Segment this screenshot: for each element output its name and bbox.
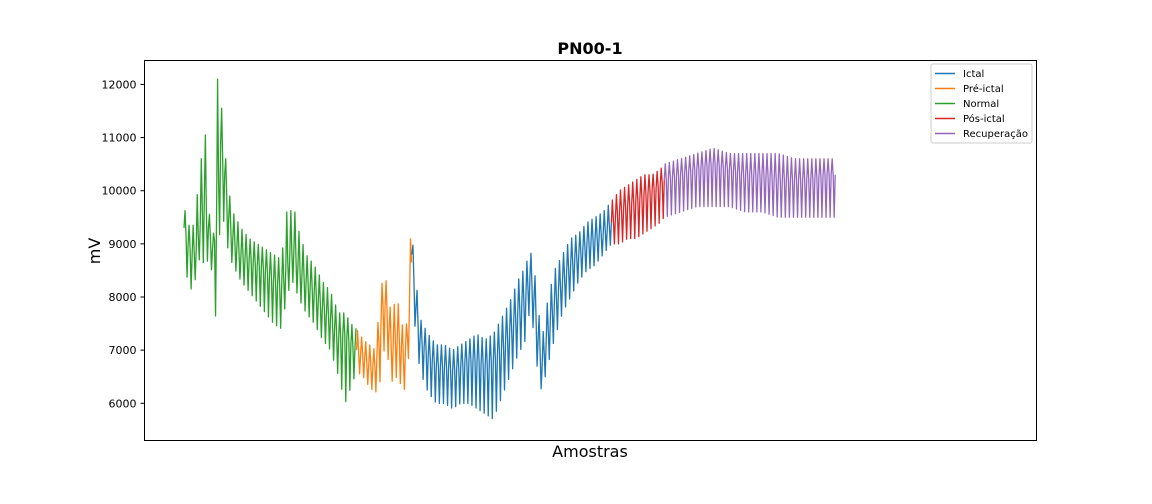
y-tick-label-6: 12000: [102, 78, 137, 91]
y-axis: 6000 7000 8000 9000 10000 11000 12000: [102, 78, 145, 410]
legend-label-0: Ictal: [963, 69, 984, 80]
y-tick-label-3: 9000: [109, 238, 137, 251]
series-line-4: [663, 147, 836, 218]
y-tick-label-5: 11000: [102, 132, 137, 145]
legend-label-3: Pós-ictal: [963, 113, 1005, 125]
plot-frame: [144, 60, 1037, 441]
y-axis-label: mV: [85, 238, 104, 265]
series-line-0: [183, 78, 357, 403]
y-tick-label-0: 6000: [109, 397, 137, 410]
y-tick-label-2: 8000: [109, 291, 137, 304]
y-tick-label-1: 7000: [109, 344, 137, 357]
chart-title: PN00-1: [557, 39, 622, 58]
legend-label-1: Pré-ictal: [963, 83, 1004, 95]
x-axis-label: Amostras: [552, 442, 628, 461]
series-layer: [183, 78, 836, 420]
legend: Ictal Pré-ictal Normal Pós-ictal Recuperação: [930, 63, 1033, 144]
legend-box: [930, 63, 1033, 144]
series-line-1: [355, 238, 413, 393]
y-tick-label-4: 10000: [102, 185, 137, 198]
series-line-2: [411, 204, 612, 420]
legend-label-4: Recuperação: [963, 129, 1028, 140]
legend-label-2: Normal: [963, 99, 999, 110]
series-line-3: [610, 167, 665, 245]
